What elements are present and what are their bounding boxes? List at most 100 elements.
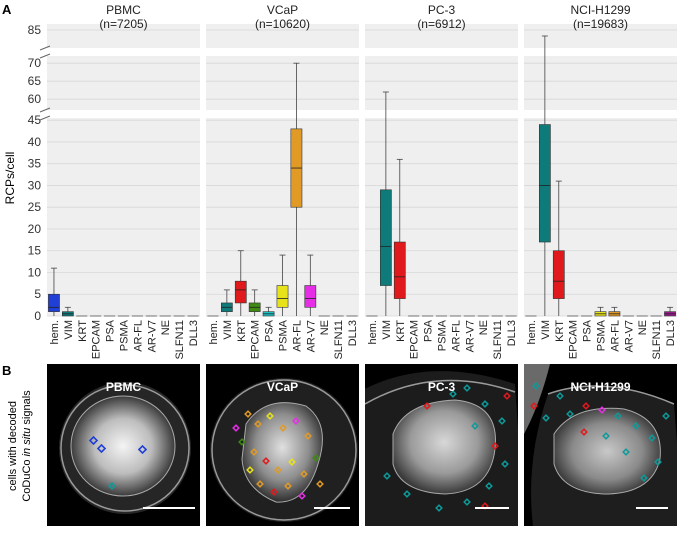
box-VIM [379, 189, 392, 286]
panel-title: NCI-H1299 [570, 3, 630, 17]
x-tick-label: PSMA [596, 319, 608, 351]
x-tick-label: KRT [554, 320, 566, 342]
box-hem. [48, 293, 60, 312]
y-tick-label: 45 [28, 113, 42, 127]
box-KRT [552, 250, 565, 299]
x-tick-label: hem. [49, 320, 61, 344]
x-tick-label: hem. [526, 320, 538, 344]
panel-n: (n=19683) [573, 17, 628, 31]
y-tick-label: 10 [28, 265, 42, 279]
y-tick-label: 5 [34, 287, 41, 301]
x-tick-label: SLFN11 [333, 320, 345, 360]
x-tick-label: EPCAM [409, 320, 421, 359]
x-tick-label: AR-FL [132, 320, 144, 352]
x-tick-label: AR-V7 [305, 320, 317, 352]
scale-bar [636, 507, 668, 509]
cell-image-pbmc: PBMC [47, 364, 200, 526]
cell-image-nci-h1299-graphic [524, 364, 677, 526]
x-tick-label: NE [319, 320, 331, 335]
y-tick-label: 20 [28, 222, 42, 236]
x-tick-label: KRT [236, 320, 248, 342]
x-tick-label: PSMA [278, 319, 290, 351]
x-tick-label: NE [637, 320, 649, 335]
ylabel-line2-post: signals [21, 390, 33, 428]
y-tick-label: 15 [28, 244, 42, 258]
plot-background [524, 24, 677, 48]
panel-n: (n=10620) [255, 17, 310, 31]
plot-background [47, 24, 200, 48]
x-tick-label: VIM [222, 320, 234, 340]
y-tick-label: 65 [28, 74, 42, 88]
x-tick-label: AR-V7 [146, 320, 158, 352]
x-tick-label: DLL3 [188, 320, 200, 346]
panel-title: VCaP [267, 3, 298, 17]
x-tick-label: hem. [208, 320, 220, 344]
box-KRT [393, 241, 406, 299]
cell-image-pbmc-graphic [59, 382, 191, 514]
x-tick-label: SLFN11 [492, 320, 504, 360]
plot-background [47, 56, 200, 110]
y-tick-label: 70 [28, 56, 42, 70]
x-tick-label: VIM [540, 320, 552, 340]
panel-title: PC-3 [428, 3, 456, 17]
panel-b-ylabel-line2: CoDuCo in situ signals [21, 390, 33, 502]
x-tick-label: AR-V7 [464, 320, 476, 352]
cell-image-vcap-graphic [210, 378, 358, 522]
cell-label-nci-h1299: NCI-H1299 [570, 380, 631, 394]
x-tick-label: AR-FL [450, 320, 462, 352]
cell-image-pc3-graphic [365, 371, 518, 526]
x-tick-label: AR-V7 [623, 320, 635, 352]
box-KRT [234, 280, 247, 304]
scale-bar [314, 507, 350, 509]
box-VIM [538, 124, 551, 243]
cell-image-vcap: VCaP [206, 364, 359, 526]
cell-image-nci-h1299: NCI-H1299 [524, 364, 677, 526]
y-tick-label: 60 [28, 92, 42, 106]
x-tick-label: NE [160, 320, 172, 335]
plot-background [365, 24, 518, 48]
x-tick-label: PSA [264, 319, 276, 342]
x-tick-label: PSMA [437, 319, 449, 351]
panel-n: (n=6912) [417, 17, 465, 31]
ylabel-line2-pre: CoDuCo [21, 456, 33, 501]
y-tick-label: 35 [28, 157, 42, 171]
x-tick-label: PSA [105, 319, 117, 342]
plot-background [206, 56, 359, 110]
x-tick-label: SLFN11 [174, 320, 186, 360]
x-tick-label: PSA [423, 319, 435, 342]
axis-break-mark [39, 107, 51, 113]
axis-break-mark [39, 53, 51, 59]
axis-break-mark [39, 115, 51, 121]
cell-label-pc3: PC-3 [427, 380, 456, 394]
panel-n: (n=7205) [99, 17, 147, 31]
y-tick-label: 25 [28, 200, 42, 214]
scale-bar [475, 507, 509, 509]
cell-image-pc3: PC-3 [365, 364, 518, 526]
plot-background [524, 56, 677, 110]
x-tick-label: KRT [77, 320, 89, 342]
box-PSMA [276, 285, 289, 308]
cell-label-pbmc: PBMC [105, 380, 142, 394]
box-AR-V7 [304, 285, 317, 308]
x-tick-label: AR-FL [609, 320, 621, 352]
x-tick-label: DLL3 [665, 320, 677, 346]
y-tick-label: 85 [28, 23, 42, 37]
x-tick-label: NE [478, 320, 490, 335]
scale-bar [143, 507, 195, 509]
x-tick-label: EPCAM [568, 320, 580, 359]
panel-a-label: A [2, 2, 12, 17]
y-axis-label: RCPs/cell [3, 152, 17, 205]
x-tick-label: EPCAM [250, 320, 262, 359]
x-tick-label: VIM [381, 320, 393, 340]
plot-background [206, 24, 359, 48]
x-tick-label: VIM [63, 320, 75, 340]
panel-b-ylabel-line1: cells with decoded [7, 401, 19, 491]
x-tick-label: DLL3 [347, 320, 359, 346]
y-tick-label: 30 [28, 178, 42, 192]
axis-break-mark [39, 45, 51, 51]
y-tick-label: 0 [34, 309, 41, 323]
x-tick-label: DLL3 [506, 320, 518, 346]
box-plot-chart: PBMC(n=7205)hem. VIM KRT EPCAM PSA PSMA AR-FL A… [28, 3, 677, 360]
cell-label-vcap: VCaP [266, 380, 299, 394]
